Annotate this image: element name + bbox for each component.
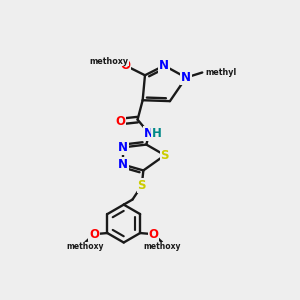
Text: N: N: [118, 141, 128, 154]
Text: methyl: methyl: [206, 68, 237, 77]
Text: N: N: [181, 71, 191, 84]
Text: O: O: [121, 59, 130, 72]
Text: N: N: [118, 158, 128, 171]
Text: methoxy: methoxy: [89, 57, 128, 66]
Text: N: N: [144, 127, 154, 140]
Text: methoxy: methoxy: [67, 242, 104, 251]
Text: S: S: [137, 179, 146, 192]
Text: H: H: [152, 127, 161, 140]
Text: S: S: [160, 149, 169, 162]
Text: O: O: [115, 115, 125, 128]
Text: O: O: [148, 228, 158, 241]
Text: N: N: [159, 59, 169, 72]
Text: O: O: [89, 228, 99, 241]
Text: methoxy: methoxy: [143, 242, 181, 251]
